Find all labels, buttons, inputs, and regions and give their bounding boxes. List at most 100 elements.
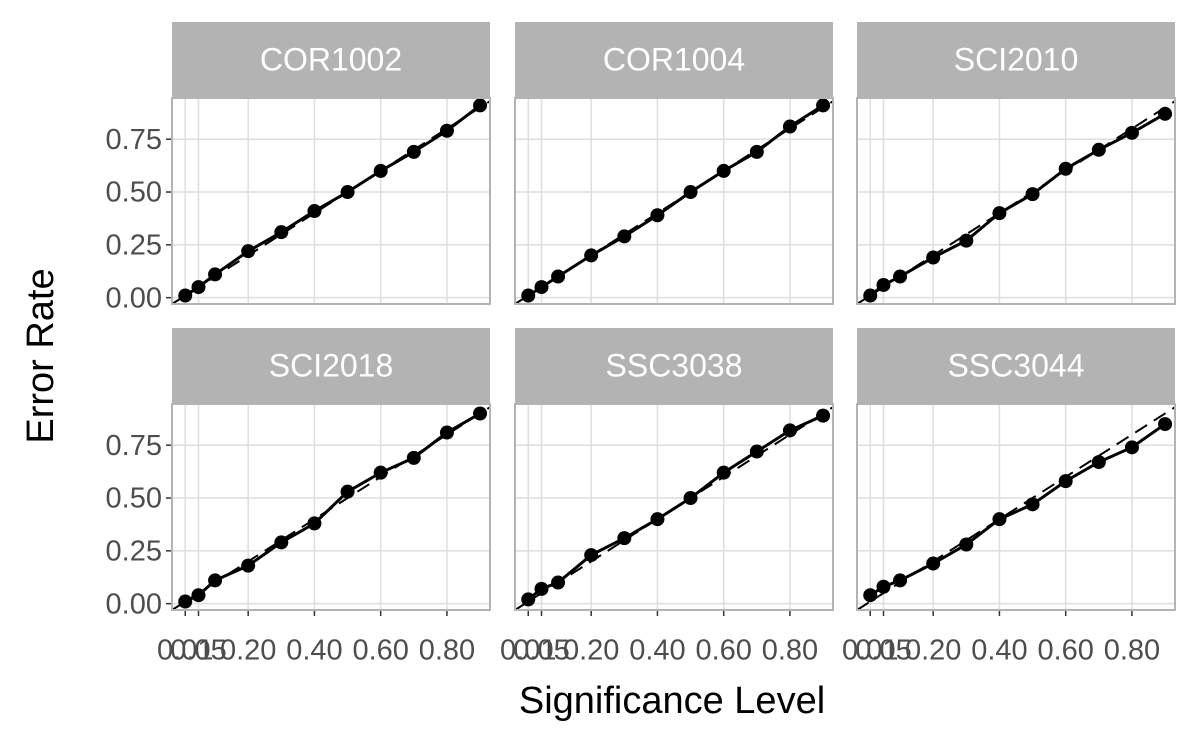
data-point: [274, 535, 289, 550]
y-tick-label: 0.50: [106, 177, 162, 209]
x-tick-label: 0.01: [157, 635, 213, 667]
data-point: [1025, 497, 1040, 512]
data-point: [340, 185, 355, 200]
x-tick-label: 0.40: [971, 635, 1027, 667]
y-tick-label: 0.25: [106, 535, 162, 567]
panel-border: [171, 403, 491, 611]
data-point: [876, 277, 891, 292]
data-point: [191, 280, 206, 295]
data-point: [749, 144, 764, 159]
data-point: [716, 465, 731, 480]
x-tick-label: 0.40: [629, 635, 685, 667]
data-point: [893, 269, 908, 284]
x-tick-label: 0.01: [500, 635, 556, 667]
x-tick-label: 0.05: [513, 635, 569, 667]
x-tick-label: 0.05: [855, 635, 911, 667]
data-point: [683, 491, 698, 506]
data-point: [534, 280, 549, 295]
data-point: [650, 512, 665, 527]
facet-title: COR1004: [603, 41, 745, 77]
data-point: [650, 208, 665, 223]
strip: [515, 22, 833, 98]
data-point: [473, 98, 488, 113]
data-point: [1124, 125, 1139, 140]
data-point: [191, 588, 206, 603]
data-point: [617, 229, 632, 244]
panel-border: [856, 97, 1176, 305]
strip: [515, 328, 833, 404]
data-point: [521, 288, 536, 303]
data-point: [584, 548, 599, 563]
data-point: [926, 556, 941, 571]
strip: [857, 22, 1175, 98]
data-point: [551, 575, 566, 590]
data-point: [992, 512, 1007, 527]
y-tick-label: 0.00: [106, 588, 162, 620]
data-point: [959, 537, 974, 552]
x-tick-label: 0.20: [563, 635, 619, 667]
panel-border: [171, 97, 491, 305]
y-tick-label: 0.00: [106, 282, 162, 314]
data-point: [893, 573, 908, 588]
data-point: [1124, 440, 1139, 455]
x-tick-label: 0.20: [905, 635, 961, 667]
data-point: [406, 450, 421, 465]
data-point: [473, 406, 488, 421]
data-point: [307, 204, 322, 219]
x-tick-label: 0.40: [286, 635, 342, 667]
x-tick-label: 0.80: [419, 635, 475, 667]
data-point: [716, 163, 731, 178]
data-point: [241, 558, 256, 573]
data-point: [863, 588, 878, 603]
data-point: [551, 269, 566, 284]
data-point: [959, 233, 974, 248]
y-tick-label: 0.75: [106, 430, 162, 462]
data-point: [373, 465, 388, 480]
data-point: [782, 423, 797, 438]
x-tick-label: 0.20: [220, 635, 276, 667]
x-axis-title: Significance Level: [519, 680, 825, 722]
x-tick-label: 0.80: [762, 635, 818, 667]
data-point: [274, 225, 289, 240]
x-tick-label: 0.05: [170, 635, 226, 667]
data-point: [406, 144, 421, 159]
data-point: [816, 98, 831, 113]
data-point: [208, 267, 223, 282]
data-point: [1158, 417, 1173, 432]
panel-border: [856, 403, 1176, 611]
data-point: [373, 163, 388, 178]
data-point: [992, 206, 1007, 221]
facet-title: SSC3044: [948, 347, 1085, 383]
data-point: [241, 244, 256, 259]
data-point: [178, 288, 193, 303]
x-tick-label: 0.60: [695, 635, 751, 667]
x-tick-label: 0.60: [1037, 635, 1093, 667]
data-point: [1058, 474, 1073, 489]
data-point: [617, 531, 632, 546]
y-tick-label: 0.25: [106, 229, 162, 261]
data-point: [782, 119, 797, 134]
facet-title: COR1002: [260, 41, 402, 77]
data-point: [1091, 455, 1106, 470]
y-axis-title: Error Rate: [20, 268, 62, 443]
strip: [857, 328, 1175, 404]
y-tick-label: 0.50: [106, 483, 162, 515]
data-point: [208, 573, 223, 588]
data-point: [1158, 106, 1173, 121]
panel-border: [514, 403, 834, 611]
facet-title: SCI2018: [269, 347, 394, 383]
data-point: [1025, 187, 1040, 202]
data-point: [584, 248, 599, 263]
data-point: [178, 594, 193, 609]
strip: [172, 22, 490, 98]
data-point: [521, 592, 536, 607]
data-point: [816, 408, 831, 423]
data-point: [749, 444, 764, 459]
data-point: [1058, 161, 1073, 176]
facet-title: SSC3038: [606, 347, 743, 383]
x-tick-label: 0.80: [1104, 635, 1160, 667]
data-point: [307, 516, 322, 531]
data-point: [340, 484, 355, 499]
data-point: [439, 425, 454, 440]
